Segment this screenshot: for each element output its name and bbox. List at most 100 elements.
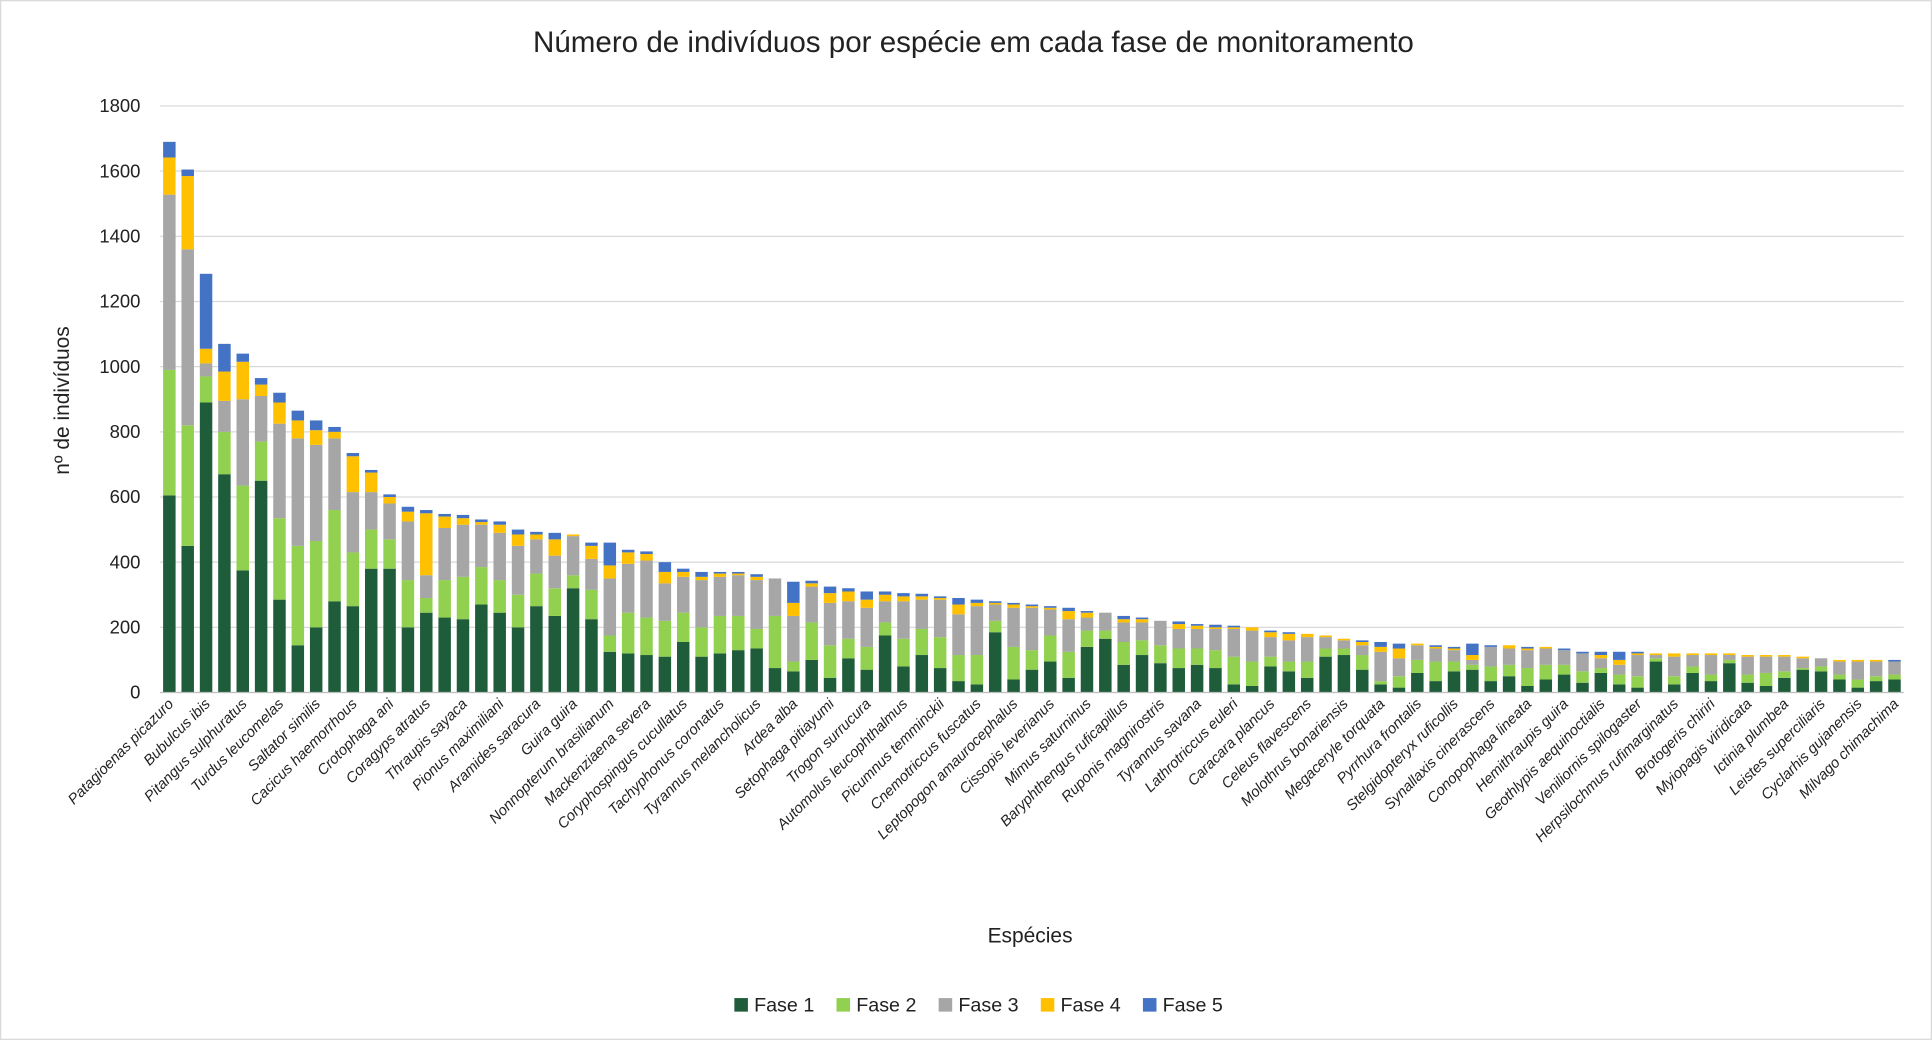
bar-segment bbox=[1594, 658, 1608, 669]
bar-segment bbox=[1888, 659, 1901, 662]
bar-segment bbox=[291, 420, 305, 439]
bar-segment bbox=[1888, 661, 1901, 675]
bar-segment bbox=[1429, 661, 1442, 682]
bar-segment bbox=[933, 668, 947, 693]
bar-segment bbox=[787, 615, 800, 662]
bar-segment bbox=[236, 399, 250, 486]
bar-segment bbox=[530, 531, 543, 535]
bar-segment bbox=[1337, 640, 1351, 649]
bar-segment bbox=[915, 596, 929, 600]
bar-segment bbox=[676, 612, 690, 642]
bar-segment bbox=[1814, 671, 1828, 693]
bar-segment bbox=[970, 655, 984, 685]
bar-segment bbox=[1356, 645, 1369, 656]
bar-segment bbox=[915, 655, 929, 693]
bar-segment bbox=[346, 453, 360, 457]
bar-segment bbox=[309, 430, 323, 445]
bar-segment bbox=[1778, 656, 1791, 672]
bar-segment bbox=[640, 560, 653, 618]
bar-segment bbox=[1888, 679, 1901, 693]
bar-segment bbox=[988, 632, 1002, 693]
bar-segment bbox=[750, 628, 763, 649]
legend-label: Fase 5 bbox=[1163, 995, 1223, 1017]
bar-segment bbox=[1502, 645, 1516, 649]
bar-segment bbox=[493, 612, 506, 693]
bar-segment bbox=[1209, 668, 1222, 693]
bar-segment bbox=[988, 602, 1002, 605]
bar-segment bbox=[1264, 637, 1277, 657]
bar-segment bbox=[933, 598, 947, 600]
bar-segment bbox=[1099, 638, 1112, 693]
bar-segment bbox=[1484, 681, 1497, 693]
bar-segment bbox=[1539, 679, 1553, 693]
bar-segment bbox=[218, 400, 231, 432]
bar-segment bbox=[493, 524, 506, 533]
bar-segment bbox=[1447, 671, 1461, 693]
bar-segment bbox=[328, 601, 341, 693]
bar-segment bbox=[1172, 668, 1185, 693]
bar-segment bbox=[1594, 655, 1608, 659]
y-tick-label: 400 bbox=[110, 551, 141, 572]
bar-segment bbox=[1117, 619, 1130, 623]
bar-segment bbox=[1686, 666, 1699, 673]
bar-segment bbox=[1723, 653, 1736, 656]
legend-swatch bbox=[1142, 998, 1157, 1012]
bar-segment bbox=[475, 604, 488, 693]
bar-segment bbox=[364, 529, 378, 569]
bar-segment bbox=[236, 485, 250, 571]
bar-segment bbox=[1356, 655, 1369, 670]
bar-segment bbox=[291, 645, 305, 693]
bar-segment bbox=[1521, 646, 1534, 649]
bar-segment bbox=[438, 516, 451, 528]
bar-segment bbox=[1851, 661, 1865, 680]
bar-segment bbox=[1851, 679, 1865, 688]
bar-segment bbox=[1686, 653, 1699, 656]
bar-segment bbox=[1686, 672, 1699, 693]
bar-segment bbox=[218, 343, 231, 372]
y-tick-label: 200 bbox=[110, 616, 141, 637]
bar-segment bbox=[952, 598, 965, 605]
bar-segment bbox=[1044, 609, 1057, 636]
bar-segment bbox=[1796, 669, 1809, 693]
y-tick-label: 1200 bbox=[99, 291, 140, 312]
bar-segment bbox=[1612, 651, 1626, 660]
bar-segment bbox=[438, 580, 451, 618]
bar-segment bbox=[456, 576, 470, 620]
bar-segment bbox=[1044, 661, 1057, 693]
bar-segment bbox=[1154, 645, 1167, 664]
bar-segment bbox=[988, 601, 1002, 603]
bar-segment bbox=[1668, 656, 1681, 677]
x-axis-label: Espécies bbox=[988, 925, 1073, 948]
bar-segment bbox=[1264, 666, 1277, 693]
y-tick-label: 1800 bbox=[99, 95, 140, 116]
bar-segment bbox=[1778, 671, 1791, 678]
bar-segment bbox=[676, 641, 690, 693]
bar-segment bbox=[1264, 656, 1277, 667]
bar-segment bbox=[1869, 676, 1883, 682]
bar-segment bbox=[860, 591, 873, 600]
bar-segment bbox=[1190, 628, 1204, 649]
bar-segment bbox=[805, 583, 818, 587]
bar-segment bbox=[1411, 659, 1424, 673]
bar-segment bbox=[805, 659, 818, 693]
bar-segment bbox=[309, 444, 323, 541]
bar-segment bbox=[1521, 648, 1534, 651]
bar-segment bbox=[163, 141, 176, 158]
bar-segment bbox=[1833, 679, 1846, 693]
bar-segment bbox=[988, 620, 1002, 633]
bar-segment bbox=[1044, 606, 1057, 608]
bar-segment bbox=[1778, 655, 1791, 657]
bar-segment bbox=[383, 539, 396, 569]
bar-segment bbox=[1411, 643, 1424, 646]
bar-segment bbox=[511, 545, 525, 595]
bar-segment bbox=[1649, 653, 1663, 656]
bar-segment bbox=[1466, 659, 1479, 665]
bar-segment bbox=[585, 542, 598, 546]
bar-segment bbox=[1227, 627, 1241, 629]
bar-segment bbox=[181, 425, 194, 546]
chart-title: Número de indivíduos por espécie em cada… bbox=[533, 26, 1414, 59]
bar-segment bbox=[1557, 664, 1571, 675]
bar-segment bbox=[456, 514, 470, 519]
bar-segment bbox=[383, 568, 396, 693]
